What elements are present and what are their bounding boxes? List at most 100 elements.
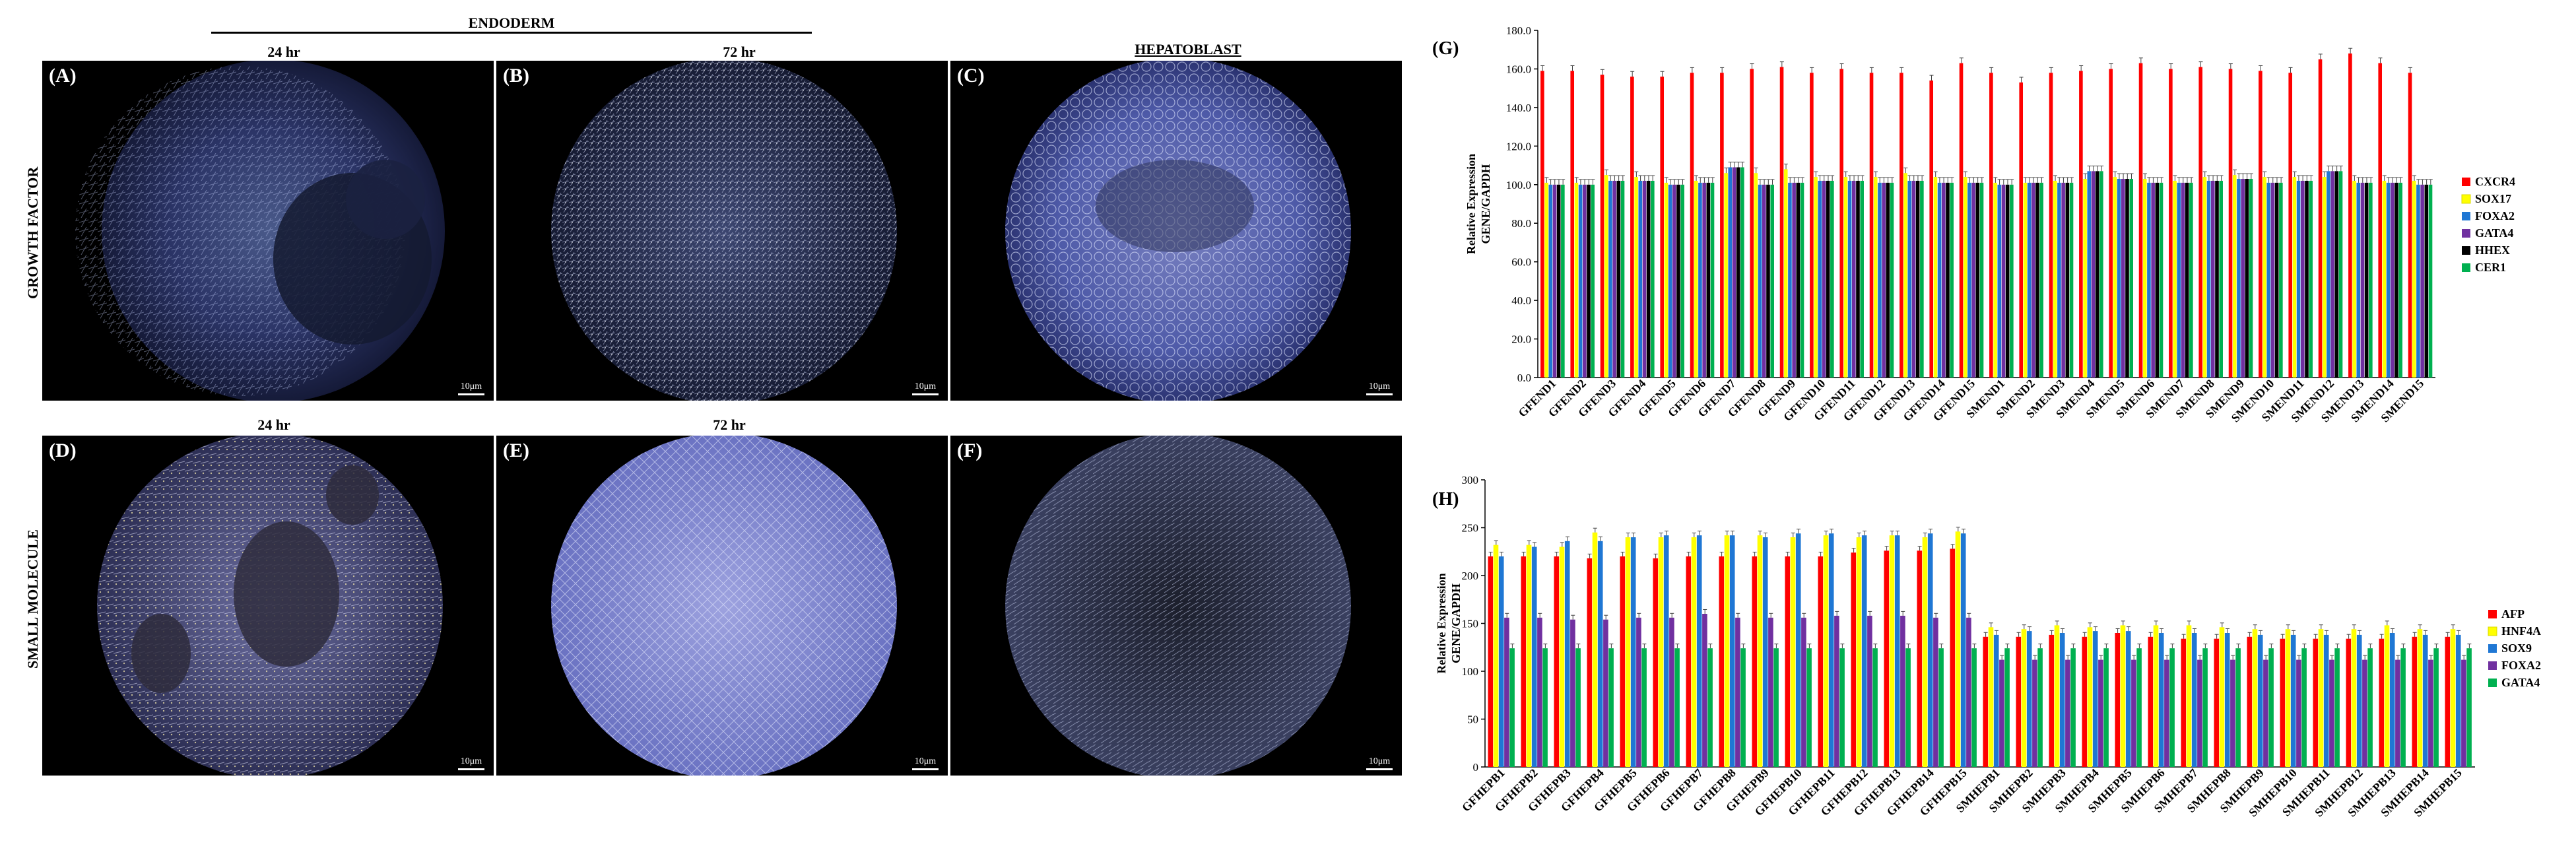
bar-gata4-smhepb10 <box>2301 648 2307 767</box>
bar-sox9-gfhepb1 <box>1498 556 1504 767</box>
bar-gata4-gfend7 <box>1732 167 1736 378</box>
bar-foxa2-gfhepb10 <box>1801 617 1806 767</box>
bar-afp-gfhepb7 <box>1686 556 1692 767</box>
bar-foxa2-smhepb15 <box>2461 659 2466 767</box>
bar-hnf4a-gfhepb13 <box>1889 535 1895 767</box>
scale-bar-f-label: 10μm <box>1368 756 1391 766</box>
bar-gata4-gfend5 <box>1672 184 1676 378</box>
bar-hhex-smend1 <box>2005 184 2010 378</box>
bar-cxcr4-gfend5 <box>1660 77 1665 378</box>
panel-label-e: (E) <box>503 440 529 461</box>
bar-foxa2-smend3 <box>2057 182 2061 378</box>
y-tick-label: 0.0 <box>1517 372 1531 384</box>
chart-panel-label: (G) <box>1432 38 1459 59</box>
bar-foxa2-smend5 <box>2117 179 2121 378</box>
bar-afp-gfhepb10 <box>1785 556 1791 767</box>
bar-hnf4a-smhepb1 <box>1988 627 1994 767</box>
bar-cxcr4-gfend13 <box>1899 73 1903 378</box>
legend-swatch-hnf4a <box>2488 626 2497 636</box>
y-tick-label: 200 <box>1462 570 1479 582</box>
scale-bar-b-label: 10μm <box>914 381 937 391</box>
bar-sox17-smend4 <box>2083 179 2087 378</box>
bar-cxcr4-gfend6 <box>1690 73 1694 378</box>
bar-afp-smhepb7 <box>2181 638 2187 767</box>
bar-sox17-gfend8 <box>1754 173 1758 378</box>
bar-foxa2-smend7 <box>2177 182 2181 378</box>
bar-foxa2-gfhepb5 <box>1636 617 1641 767</box>
bar-gata4-gfhepb3 <box>1575 648 1581 767</box>
bar-cxcr4-gfend8 <box>1750 69 1754 378</box>
y-axis-label: Relative Expression GENE/GAPDH <box>1465 154 1492 254</box>
bar-foxa2-gfend1 <box>1548 184 1553 378</box>
bar-foxa2-smhepb6 <box>2164 659 2169 767</box>
bar-sox9-smhepb8 <box>2224 633 2230 767</box>
scale-bar-b: 10μm <box>912 381 939 395</box>
bar-hnf4a-smhepb4 <box>2087 627 2093 767</box>
bar-afp-gfhepb15 <box>1950 548 1956 767</box>
bar-cer1-gfend15 <box>1979 182 1984 378</box>
legend-swatch-cer1 <box>2462 263 2470 272</box>
bar-gata4-gfend13 <box>1911 180 1916 378</box>
bar-cer1-gfend9 <box>1800 182 1804 378</box>
bar-cxcr4-smend3 <box>2049 73 2053 378</box>
bar-sox17-smend11 <box>2292 177 2297 378</box>
bar-cer1-gfend6 <box>1710 182 1715 378</box>
chart-h-svg: (H) Relative Expression GENE/GAPDH 0 50 100 15… <box>1432 474 2541 819</box>
bar-afp-smhepb12 <box>2346 638 2352 767</box>
bar-gata4-smend4 <box>2091 171 2096 378</box>
bar-cer1-smend7 <box>2189 182 2193 378</box>
bar-hhex-smend8 <box>2215 180 2219 378</box>
bar-afp-smhepb10 <box>2280 638 2286 767</box>
bar-foxa2-smend4 <box>2087 171 2092 378</box>
bar-hhex-smend2 <box>2035 182 2039 378</box>
bar-foxa2-smend2 <box>2027 182 2031 378</box>
bar-cxcr4-smend8 <box>2198 67 2203 378</box>
bar-foxa2-smhepb14 <box>2428 659 2433 767</box>
bar-hnf4a-smhepb6 <box>2153 625 2159 767</box>
bar-gata4-gfend2 <box>1583 184 1587 378</box>
bar-foxa2-gfend2 <box>1578 184 1583 378</box>
bar-cxcr4-smend12 <box>2318 59 2323 378</box>
bar-gata4-gfend12 <box>1882 182 1886 378</box>
bar-sox17-gfend13 <box>1903 173 1907 378</box>
scale-bar-d: 10μm <box>458 756 484 770</box>
bar-cer1-gfend1 <box>1561 184 1565 378</box>
micrograph-d-image <box>97 436 443 776</box>
bar-sox17-gfend7 <box>1724 173 1728 378</box>
bar-gata4-gfhepb10 <box>1806 648 1812 767</box>
bar-sox9-smhepb12 <box>2356 634 2362 767</box>
bar-afp-gfhepb5 <box>1620 556 1626 767</box>
bar-cxcr4-smend4 <box>2079 71 2083 378</box>
bar-foxa2-gfend7 <box>1728 167 1733 378</box>
legend-swatch-cxcr4 <box>2462 178 2470 186</box>
bar-foxa2-gfend15 <box>1967 182 1971 378</box>
legend-label-gata4: GATA4 <box>2475 226 2513 240</box>
bar-sox9-smhepb7 <box>2191 633 2197 767</box>
bar-hnf4a-smhepb11 <box>2318 629 2324 767</box>
bar-foxa2-gfhepb4 <box>1603 619 1608 767</box>
bar-gata4-smhepb4 <box>2103 648 2109 767</box>
bar-foxa2-gfend8 <box>1758 184 1762 378</box>
bar-sox17-gfend11 <box>1843 177 1848 378</box>
bar-sox9-gfhepb14 <box>1927 533 1933 767</box>
bar-cxcr4-gfend12 <box>1869 73 1874 378</box>
bar-hnf4a-gfhepb11 <box>1823 535 1829 767</box>
bar-gata4-gfhepb9 <box>1773 648 1779 767</box>
bar-foxa2-gfhepb11 <box>1834 615 1839 767</box>
bar-hhex-gfend15 <box>1975 182 1980 378</box>
bar-gata4-gfhepb2 <box>1542 648 1548 767</box>
row-label-small-molecule: SMALL MOLECULE <box>24 529 41 669</box>
y-tick-label: 150 <box>1462 618 1479 630</box>
bar-sox17-smend1 <box>1993 182 1997 378</box>
bar-cxcr4-smend13 <box>2348 53 2352 378</box>
panel-label-a: (A) <box>49 65 77 86</box>
y-tick-label: 20.0 <box>1511 333 1531 346</box>
bar-sox17-smend14 <box>2382 180 2387 378</box>
bar-foxa2-smhepb10 <box>2296 659 2301 767</box>
bar-hnf4a-smhepb9 <box>2252 629 2258 767</box>
bar-foxa2-gfend6 <box>1698 182 1702 378</box>
bar-sox9-smhepb2 <box>2026 631 2032 767</box>
bar-afp-gfhepb2 <box>1521 556 1527 767</box>
bar-hhex-gfend10 <box>1826 180 1830 378</box>
bar-sox17-gfend9 <box>1783 169 1788 378</box>
